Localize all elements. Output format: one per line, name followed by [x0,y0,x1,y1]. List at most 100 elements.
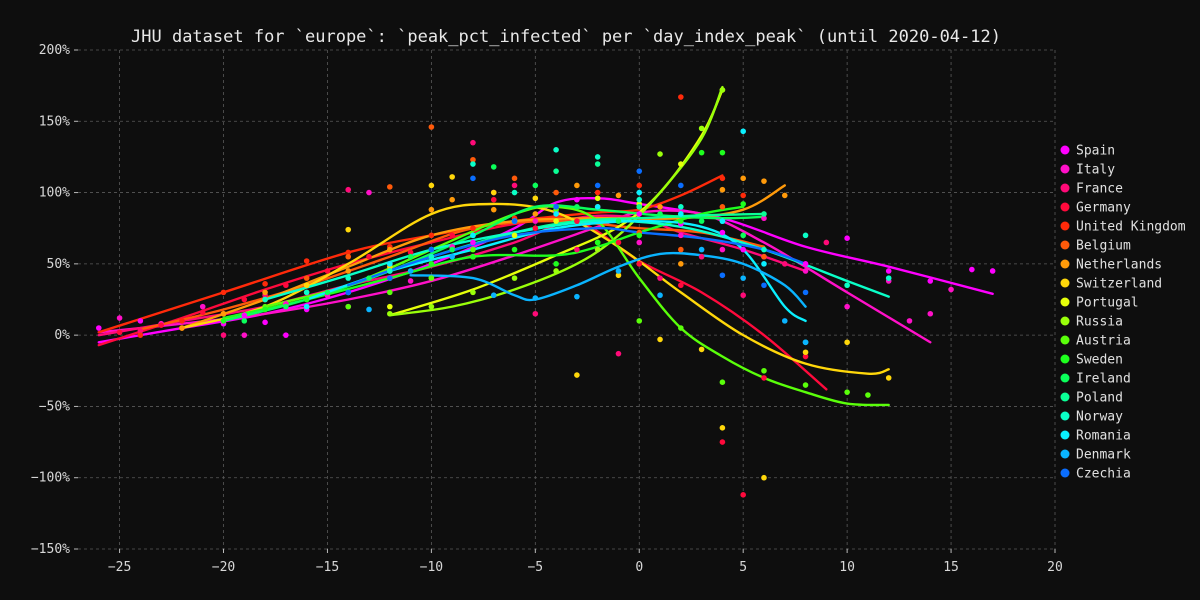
trend-line-italy [97,209,932,344]
data-point-spain [844,235,850,241]
data-point-ireland [490,164,497,170]
legend-label: Russia [1076,315,1123,330]
data-point-norway [387,268,393,274]
legend-marker [1060,392,1070,402]
data-point-netherlands [532,211,539,217]
data-point-czechia [345,289,352,296]
data-point-italy [844,303,850,310]
data-point-germany [449,232,455,239]
data-point-france [470,139,476,146]
legend-marker [1060,411,1070,421]
data-point-spain [574,196,580,203]
data-point-spain [241,312,248,318]
data-point-czechia [719,272,726,279]
legend-marker [1060,468,1070,478]
data-point-france [615,350,622,357]
data-point-france [657,275,663,281]
legend-marker [1060,202,1070,212]
data-point-sweden [719,149,726,156]
legend-marker [1060,297,1070,307]
data-point-czechia [553,204,559,210]
y-tick-label: −50% [39,399,70,414]
legend-item-italy: Italy [1060,163,1115,178]
data-point-sweden [511,246,518,253]
data-point-united-kingdom [179,318,185,324]
data-point-romania [303,303,310,310]
data-point-norway [885,275,892,281]
legend-label: Ireland [1076,372,1131,387]
data-point-denmark [698,246,705,253]
legend-item-russia: Russia [1060,315,1123,330]
data-point-united-kingdom [220,289,227,296]
x-tick-label: 20 [1047,560,1063,575]
data-point-poland [594,161,601,167]
data-point-italy [532,218,539,224]
grid [78,49,1056,550]
data-point-ireland [615,218,622,224]
legend: Spain Italy France Germany United Kingdom Bel… [1060,144,1186,482]
data-point-czechia [428,246,435,253]
legend-label: Romania [1076,429,1131,444]
data-point-spain [283,332,289,338]
data-point-spain [137,318,144,324]
legend-label: Poland [1076,391,1123,406]
data-point-italy [906,318,913,324]
data-point-spain [636,211,643,217]
data-point-romania [470,232,476,239]
y-tick-label: −100% [31,471,70,486]
data-point-netherlands [490,206,497,213]
data-point-ireland [241,318,248,324]
data-point-russia [719,87,726,93]
data-point-denmark [615,268,622,274]
legend-label: Sweden [1076,353,1123,368]
data-point-austria [865,392,871,398]
data-point-norway [844,282,850,289]
legend-label: Netherlands [1076,258,1162,273]
data-point-belgium [428,124,435,130]
data-point-czechia [511,218,518,224]
data-point-norway [594,154,601,160]
legend-marker [1060,164,1070,174]
x-axis-ticks: −25 −20 −15 −10 −5 0 5 10 15 20 [108,549,1063,575]
data-point-russia [428,303,435,310]
data-point-france [532,310,539,317]
data-point-sweden [262,306,268,313]
data-point-russia [594,246,601,253]
data-point-portugal [387,303,393,310]
data-point-united-kingdom [262,281,268,287]
legend-item-france: France [1060,182,1123,197]
data-point-united-kingdom [594,189,601,196]
data-point-czechia [678,182,684,189]
data-point-denmark [802,339,809,346]
data-point-belgium [345,253,352,260]
data-point-portugal [553,218,559,224]
trend-line-belgium [139,219,766,331]
data-point-belgium [387,184,393,190]
legend-marker [1060,430,1070,440]
data-point-switzerland [844,339,850,346]
data-point-ireland [740,232,746,239]
data-point-italy [802,268,809,274]
y-tick-label: 100% [39,186,70,201]
legend-marker [1060,335,1070,345]
data-point-sweden [698,149,705,156]
data-point-france [137,328,144,334]
data-point-switzerland [698,346,705,353]
data-point-italy [407,278,414,284]
data-point-sweden [636,232,643,239]
data-point-netherlands [678,261,684,267]
legend-label: Italy [1076,163,1115,178]
data-point-switzerland [719,425,726,431]
data-point-united-kingdom [636,182,643,189]
data-point-netherlands [345,268,352,274]
data-point-poland [553,168,559,174]
data-point-france [345,186,352,193]
data-point-switzerland [428,182,435,189]
trend-line-russia [388,85,724,317]
data-point-romania [594,204,601,210]
legend-label: Austria [1076,334,1131,349]
data-point-sweden [553,261,559,267]
data-point-romania [553,211,559,217]
data-point-denmark [407,268,414,274]
